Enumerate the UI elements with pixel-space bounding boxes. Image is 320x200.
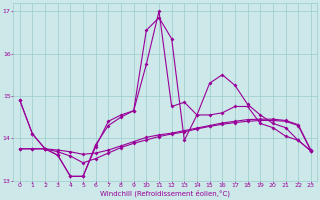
X-axis label: Windchill (Refroidissement éolien,°C): Windchill (Refroidissement éolien,°C)	[100, 190, 230, 197]
